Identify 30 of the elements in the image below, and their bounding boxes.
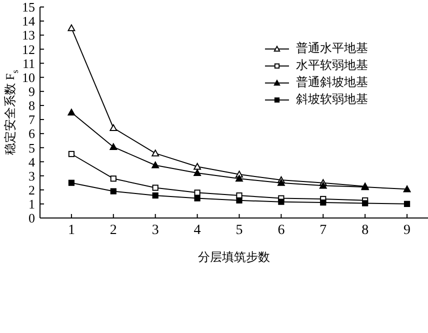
y-tick-label: 10 [22,70,35,85]
y-tick-label: 1 [28,196,35,212]
x-tick-label: 6 [278,222,285,238]
y-tick-label: 0 [28,210,35,226]
x-tick-label: 9 [404,222,411,238]
y-tick-label: 5 [28,140,35,156]
y-tick-label: 8 [28,98,35,114]
x-tick-label: 1 [68,222,75,238]
legend-label: 斜坡软弱地基 [296,91,368,108]
y-tick-label: 4 [28,154,36,170]
y-tick-label: 15 [22,0,35,15]
x-tick-label: 4 [194,222,201,238]
y-tick-label: 7 [28,112,36,128]
legend-label: 普通斜坡地基 [296,74,368,91]
x-tick-label: 2 [110,222,117,238]
x-tick-label: 8 [362,222,369,238]
y-tick-label: 13 [22,28,35,43]
x-tick-label: 5 [236,222,243,238]
y-tick-label: 12 [22,42,35,57]
y-tick-label: 9 [28,84,35,100]
x-axis-title: 分层填筑步数 [198,250,270,264]
y-tick-label: 14 [22,14,36,29]
x-tick-label: 3 [152,222,159,238]
legend-label: 水平软弱地基 [296,57,368,74]
y-tick-label: 11 [22,56,35,71]
y-tick-label: 6 [28,126,36,142]
y-tick-label: 3 [28,168,35,184]
legend-label: 普通水平地基 [296,40,368,57]
y-tick-label: 2 [28,182,35,198]
x-tick-label: 7 [320,222,327,238]
